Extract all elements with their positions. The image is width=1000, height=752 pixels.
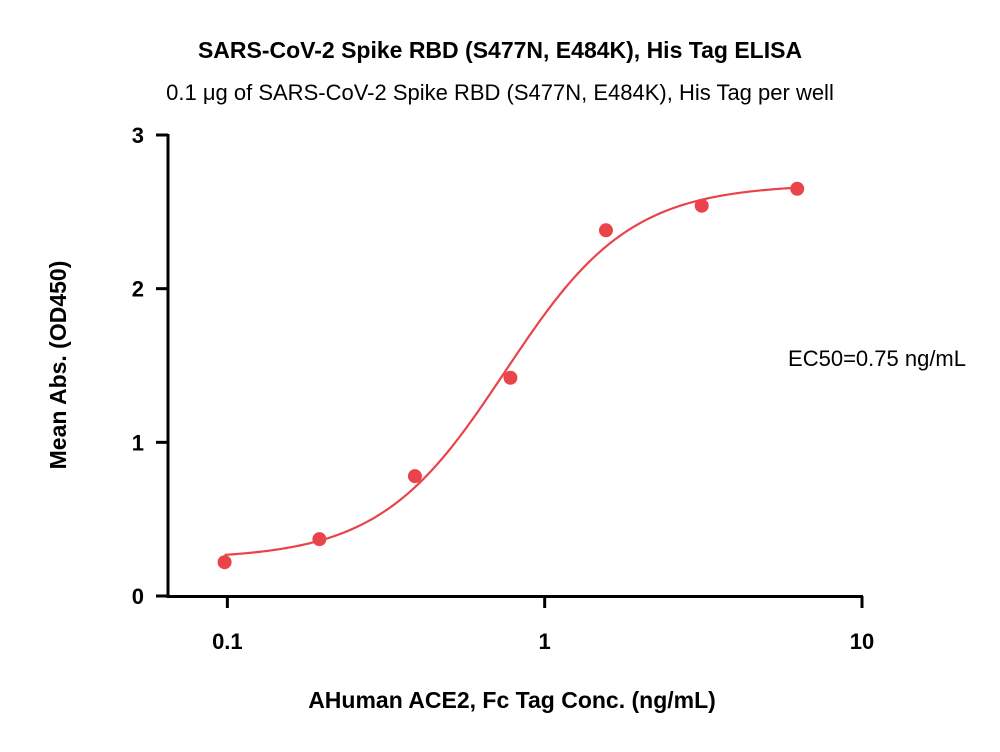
- chart-subtitle: 0.1 μg of SARS-CoV-2 Spike RBD (S477N, E…: [166, 80, 834, 105]
- data-point: [598, 223, 613, 238]
- y-tick-label: 0: [132, 584, 144, 609]
- ec50-annotation: EC50=0.75 ng/mL: [788, 346, 966, 371]
- data-point: [217, 555, 232, 570]
- data-point: [790, 181, 805, 196]
- axes: [166, 134, 863, 598]
- x-tick-label: 0.1: [212, 629, 243, 654]
- x-axis-label: AHuman ACE2, Fc Tag Conc. (ng/mL): [308, 687, 716, 713]
- data-point: [503, 370, 518, 385]
- chart-title: SARS-CoV-2 Spike RBD (S477N, E484K), His…: [198, 37, 802, 63]
- y-axis-label: Mean Abs. (OD450): [45, 261, 71, 470]
- points-layer: [217, 181, 805, 570]
- x-tick-label: 1: [539, 629, 551, 654]
- data-point: [312, 532, 327, 547]
- y-tick-label: 2: [132, 277, 144, 302]
- data-point: [407, 469, 422, 484]
- ticks: 0.1 1 10 0 1 2 3: [132, 123, 874, 654]
- y-tick-label: 1: [132, 430, 144, 455]
- x-tick-label: 10: [850, 629, 874, 654]
- data-point: [694, 198, 709, 213]
- y-tick-label: 3: [132, 123, 144, 148]
